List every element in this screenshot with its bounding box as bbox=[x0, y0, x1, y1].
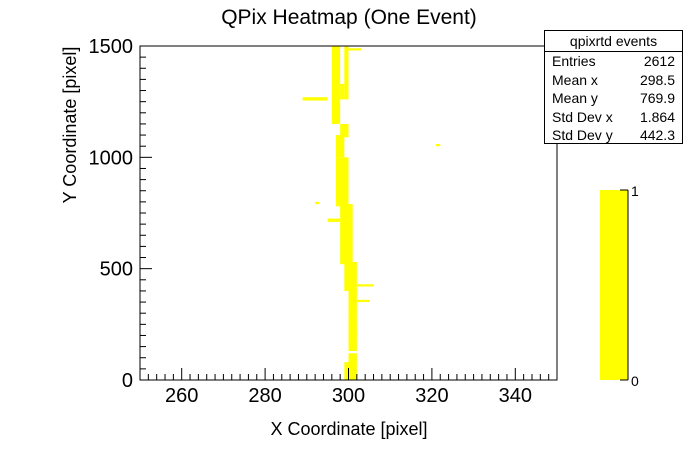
heatmap-cell bbox=[344, 46, 349, 100]
heatmap-cell bbox=[348, 315, 357, 336]
heatmap-cell bbox=[344, 362, 349, 380]
heatmap-cell bbox=[348, 353, 357, 380]
chart-title: QPix Heatmap (One Event) bbox=[221, 6, 477, 29]
stats-box: qpixrtd events Entries 2612 Mean x 298.5… bbox=[544, 30, 683, 144]
colorbar-max-label: 1 bbox=[631, 183, 639, 199]
heatmap-cells bbox=[302, 46, 441, 380]
stats-label: Mean x bbox=[552, 71, 598, 88]
stats-label: Std Dev y bbox=[552, 127, 613, 143]
x-tick-label: 260 bbox=[165, 385, 198, 407]
stats-row-std-dev-x: Std Dev x 1.864 bbox=[545, 108, 682, 127]
stats-row-std-dev-y: Std Dev y 442.3 bbox=[545, 126, 682, 145]
x-tick-label: 340 bbox=[499, 385, 532, 407]
heatmap-cell bbox=[327, 218, 341, 222]
y-tick-label: 1000 bbox=[89, 147, 134, 169]
heatmap-cell bbox=[340, 123, 349, 138]
x-tick-label: 300 bbox=[332, 385, 365, 407]
x-axis: 260 280 300 320 340 bbox=[139, 368, 558, 407]
colorbar: 1 0 bbox=[600, 183, 639, 389]
heatmap-cell bbox=[331, 46, 341, 124]
heatmap-cell bbox=[344, 261, 357, 291]
stats-label: Std Dev x bbox=[552, 108, 613, 125]
heatmap-cell bbox=[335, 135, 345, 158]
stats-value: 769.9 bbox=[639, 90, 675, 106]
heatmap-cell bbox=[335, 157, 349, 207]
y-tick-label: 1500 bbox=[89, 36, 134, 58]
y-axis-label: Y Coordinate [pixel] bbox=[60, 47, 80, 204]
heatmap-cell bbox=[315, 201, 320, 205]
stats-row-mean-x: Mean x 298.5 bbox=[545, 71, 682, 90]
y-axis: 0 500 1000 1500 bbox=[89, 36, 152, 392]
stats-label: Entries bbox=[552, 53, 596, 69]
stats-value: 298.5 bbox=[639, 71, 675, 88]
heatmap-cell bbox=[302, 97, 328, 101]
y-tick-label: 0 bbox=[122, 370, 133, 392]
stats-value: 1.864 bbox=[639, 108, 675, 125]
stats-value: 2612 bbox=[643, 53, 675, 69]
x-axis-label: X Coordinate [pixel] bbox=[270, 419, 427, 439]
heatmap-cell bbox=[356, 284, 374, 287]
colorbar-fill bbox=[600, 190, 628, 380]
stats-row-entries: Entries 2612 bbox=[545, 52, 682, 71]
heatmap-cell bbox=[348, 333, 357, 352]
heatmap-cell bbox=[356, 299, 370, 303]
x-tick-label: 320 bbox=[415, 385, 448, 407]
heatmap-cell bbox=[348, 48, 362, 51]
stats-row-mean-y: Mean y 769.9 bbox=[545, 89, 682, 108]
heatmap-cell bbox=[348, 288, 357, 316]
heatmap-cell bbox=[340, 83, 345, 100]
y-tick-label: 500 bbox=[100, 259, 133, 281]
x-tick-label: 280 bbox=[248, 385, 281, 407]
stats-label: Mean y bbox=[552, 90, 598, 106]
heatmap-cell bbox=[436, 143, 441, 147]
stats-value: 442.3 bbox=[639, 127, 675, 143]
colorbar-min-label: 0 bbox=[631, 373, 639, 389]
heatmap-cell bbox=[340, 204, 353, 265]
stats-title: qpixrtd events bbox=[545, 31, 682, 52]
